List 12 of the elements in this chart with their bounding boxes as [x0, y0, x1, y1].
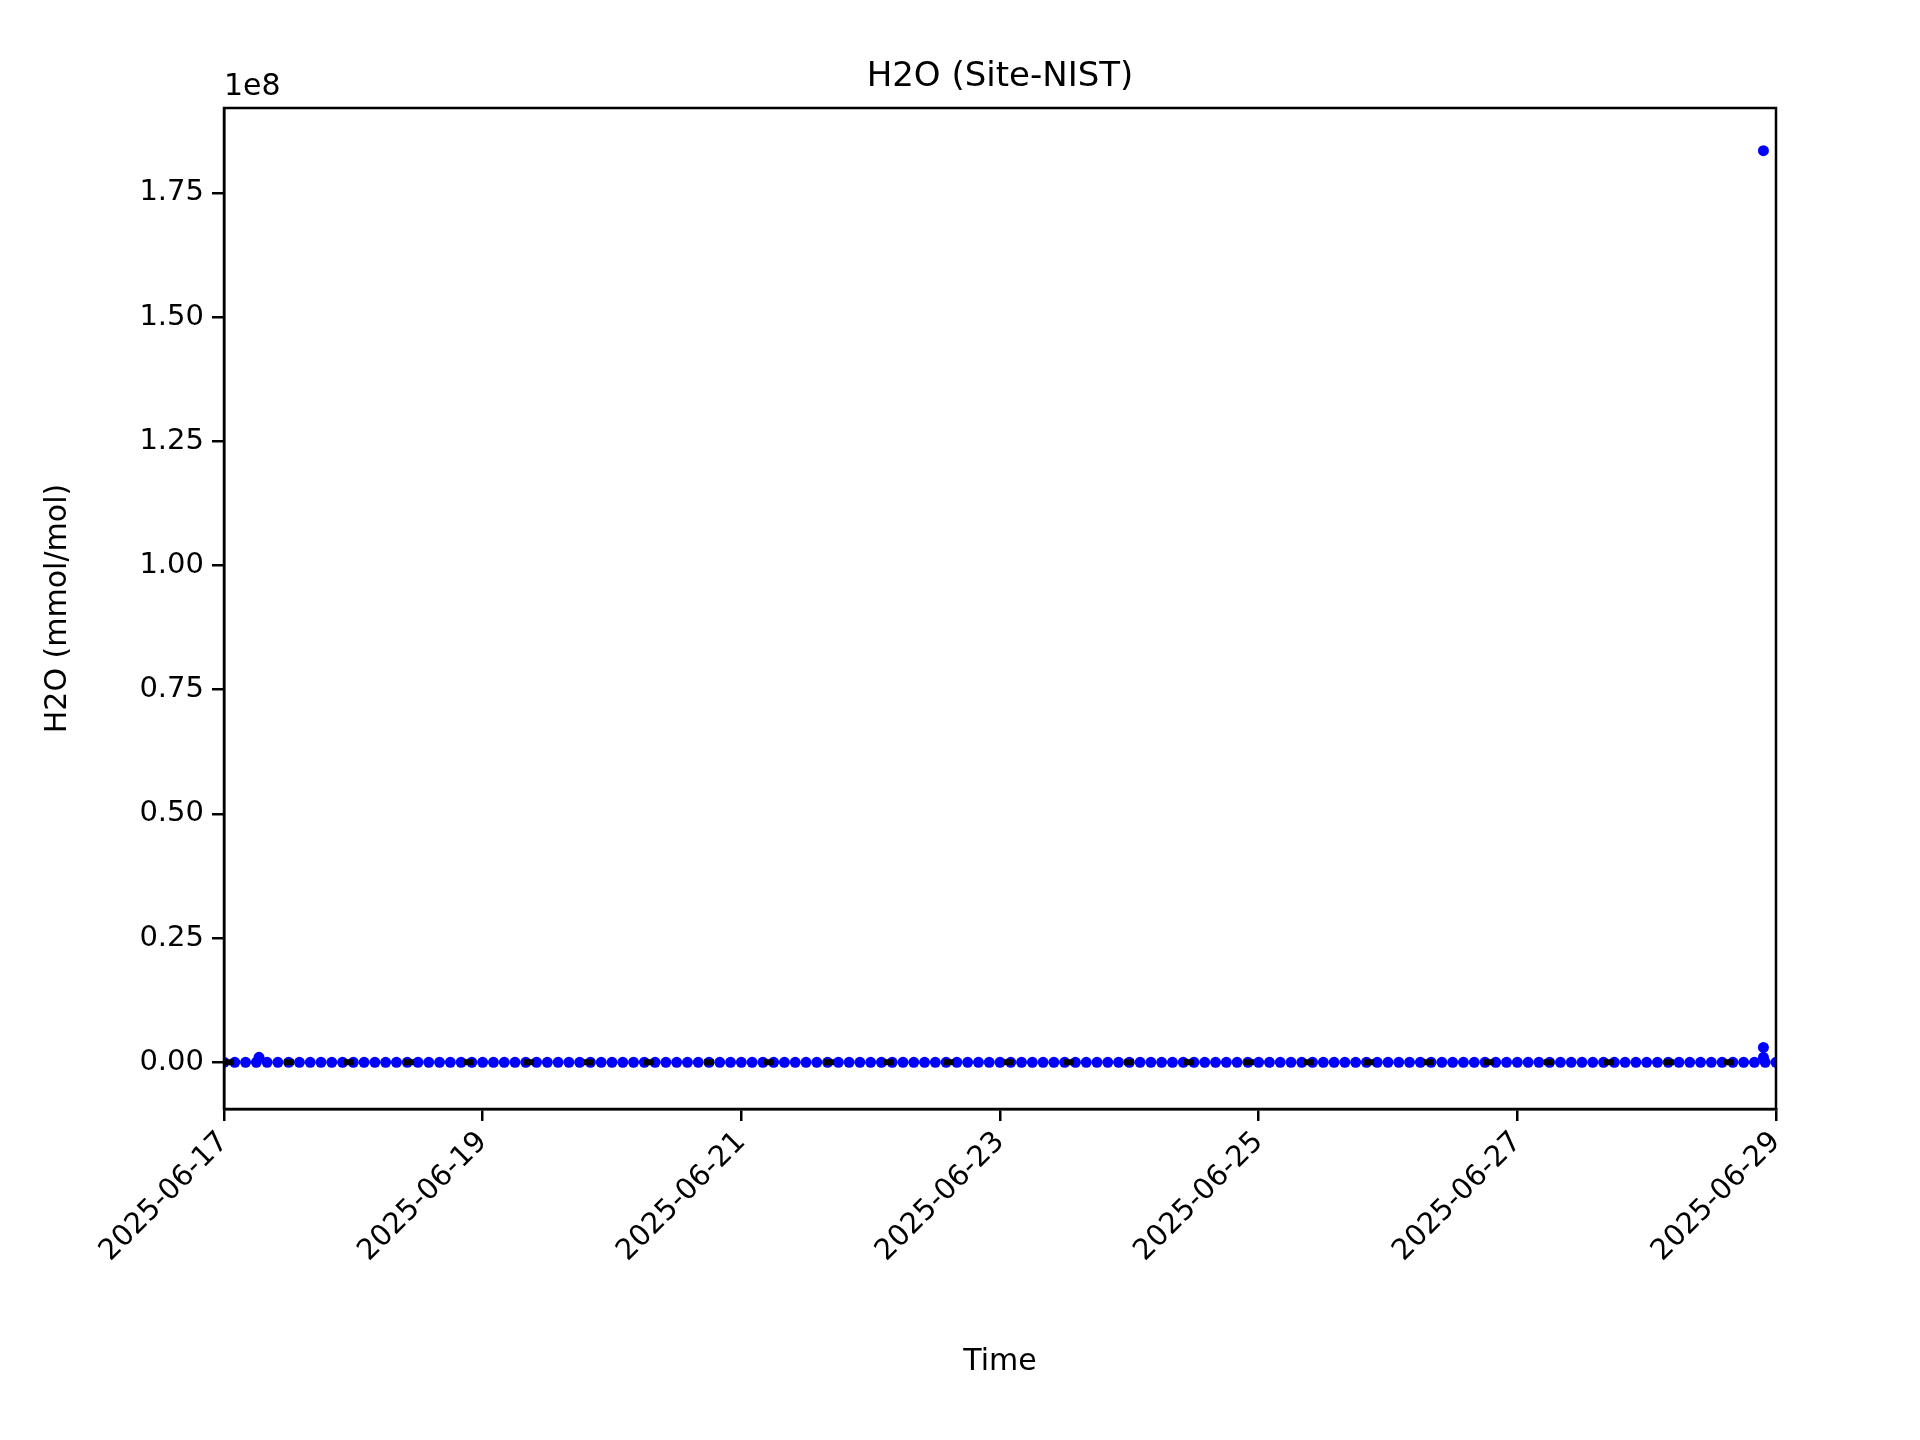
y-tick-label: 0.25	[139, 918, 204, 953]
text: 1e8	[224, 66, 281, 102]
y-tick-label: 0.00	[139, 1042, 204, 1077]
chart-title: H2O (Site-NIST)	[866, 53, 1134, 94]
y-tick-label: 1.50	[139, 297, 204, 332]
y-tick-label: 0.75	[139, 670, 204, 705]
x-axis-title: Time	[962, 1341, 1037, 1377]
y-tick-label: 1.00	[139, 546, 204, 581]
y-tick-label: 0.50	[139, 794, 204, 829]
y-tick-label: 1.25	[139, 421, 204, 456]
y-axis-title: H2O (mmol/mol)	[37, 483, 73, 734]
y-tick-label: 1.75	[139, 173, 204, 208]
